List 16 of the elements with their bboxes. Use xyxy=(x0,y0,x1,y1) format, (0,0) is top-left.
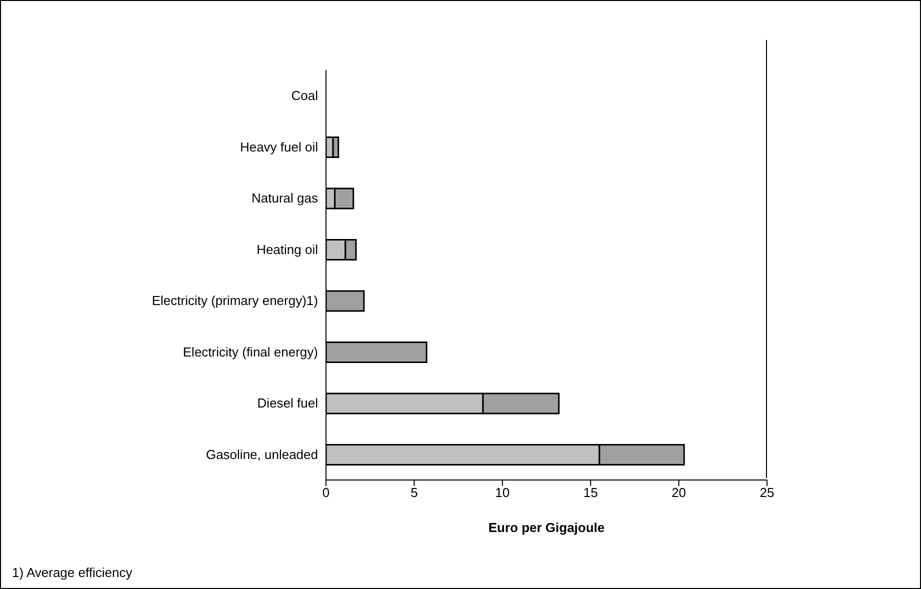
x-tick-label: 20 xyxy=(672,485,686,500)
y-tick-label: Gasoline, unleaded xyxy=(206,446,318,462)
y-tick-label: Coal xyxy=(291,88,318,104)
x-tick-label: 15 xyxy=(583,485,598,500)
x-tick-label: 25 xyxy=(760,485,774,500)
y-tick-label: Natural gas xyxy=(252,190,318,206)
y-tick-label: Electricity (primary energy)1) xyxy=(152,293,318,308)
x-tick-label: 0 xyxy=(322,485,330,500)
x-axis-title: Euro per Gigajoule xyxy=(488,520,605,535)
y-tick-label: Heavy fuel oil xyxy=(240,139,318,154)
text: 1) Average efficiency xyxy=(12,565,132,580)
y-tick-label: Heating oil xyxy=(256,242,318,257)
y-tick-label: Diesel fuel xyxy=(257,396,318,411)
x-tick-label: 10 xyxy=(495,485,510,500)
y-tick-label: Electricity (final energy) xyxy=(182,344,318,360)
x-tick-label: 5 xyxy=(410,485,418,500)
